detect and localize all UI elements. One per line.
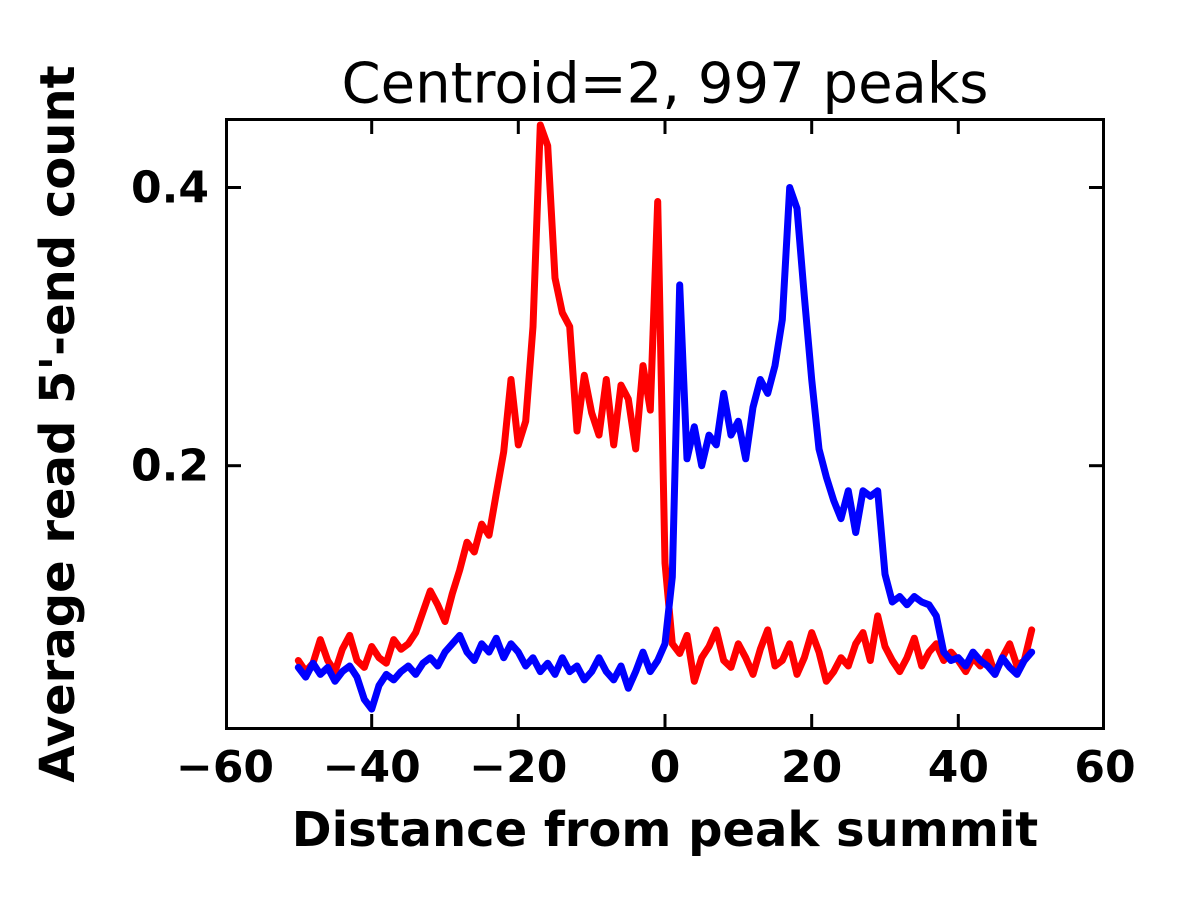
x-tick-label: 20 [781, 742, 843, 793]
x-tick-label: −60 [175, 742, 275, 793]
x-tick-label: −20 [469, 742, 568, 793]
chart-title: Centroid=2, 997 peaks [341, 51, 989, 117]
blue-series-line [294, 184, 1036, 713]
y-tick-label: 0.4 [131, 162, 209, 214]
axes-frame [225, 118, 1105, 730]
x-axis-label: Distance from peak summit [291, 802, 1039, 858]
x-tick-label: 0 [649, 742, 681, 793]
x-tick-label: −40 [322, 742, 421, 793]
plot-svg [225, 118, 1105, 730]
red-series-line [294, 121, 1036, 685]
y-axis-label: Average read 5'-end count [30, 65, 86, 783]
y-tick-label: 0.2 [131, 440, 209, 492]
x-tick-label: 60 [1074, 742, 1136, 793]
plot-area [225, 118, 1105, 730]
x-tick-label: 40 [927, 742, 989, 793]
